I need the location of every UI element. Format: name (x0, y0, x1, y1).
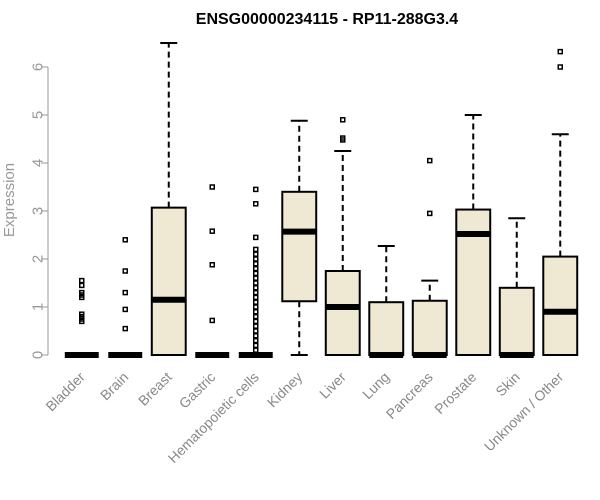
outlier-point (253, 186, 259, 193)
y-tick-label: 6 (30, 63, 47, 71)
outlier-point (253, 309, 259, 315)
outlier-point (557, 48, 563, 55)
outlier-point (427, 157, 433, 164)
x-tick-label: Bladder (42, 369, 88, 415)
y-tick-label: 1 (30, 303, 47, 311)
y-axis-label: Expression (1, 163, 18, 237)
outlier-point (253, 342, 259, 349)
outlier-point (209, 262, 215, 268)
outlier-point (253, 337, 259, 344)
outlier-point (253, 265, 259, 272)
box-group (150, 42, 187, 356)
outlier-point (253, 201, 259, 207)
outlier-point (253, 285, 259, 291)
x-tick-label: Skin (492, 369, 523, 400)
box-group (498, 217, 535, 358)
box-group (455, 114, 492, 356)
outlier-point (79, 282, 85, 289)
outlier-point (122, 306, 128, 313)
outlier-point (253, 251, 259, 257)
outlier-point (253, 256, 259, 262)
outlier-point (79, 277, 85, 284)
box (368, 301, 405, 357)
box-group (195, 184, 230, 358)
outlier-point (253, 234, 259, 241)
plot-area (64, 42, 579, 358)
outlier-point (253, 333, 259, 339)
box-group (238, 186, 273, 358)
y-tick-label: 3 (30, 207, 47, 215)
outlier-point (209, 317, 215, 324)
y-tick-label: 5 (30, 111, 47, 119)
outlier-point (79, 289, 85, 296)
outlier-point (209, 184, 215, 190)
box (281, 190, 318, 303)
chart-title: ENSG00000234115 - RP11-288G3.4 (196, 11, 459, 28)
box-group (411, 157, 448, 358)
outlier-point (253, 318, 259, 325)
x-tick-label: Unknown / Other (481, 369, 567, 455)
y-tick-label: 0 (30, 351, 47, 359)
outlier-point (253, 294, 259, 301)
box (150, 206, 187, 356)
box (498, 286, 535, 356)
box-group (281, 119, 318, 356)
box (324, 270, 361, 356)
outlier-point (427, 210, 433, 217)
outlier-point (253, 275, 259, 281)
outlier-point (253, 328, 259, 334)
y-axis: 0 1 2 3 4 5 6 (30, 63, 49, 359)
outlier-point (122, 325, 128, 332)
outlier-point (253, 299, 259, 305)
y-tick-label: 2 (30, 255, 47, 263)
outlier-point (253, 289, 259, 296)
outlier-point (340, 135, 346, 141)
box-group (542, 48, 579, 357)
x-tick-label: Kidney (264, 369, 306, 411)
outlier-point (340, 117, 346, 123)
box (542, 255, 579, 357)
x-tick-label: Gastric (176, 369, 219, 412)
outlier-point (122, 268, 128, 274)
outlier-point (253, 246, 259, 253)
outlier-point (253, 270, 259, 277)
x-tick-label: Prostate (431, 369, 479, 417)
x-tick-label: Breast (135, 369, 175, 409)
y-tick-label: 4 (30, 159, 47, 167)
outlier-point (557, 64, 563, 70)
box-group (108, 237, 143, 358)
box-group (324, 117, 361, 356)
outlier-point (253, 280, 259, 286)
outlier-point (209, 228, 215, 234)
outlier-point (79, 311, 85, 317)
outlier-point (253, 323, 259, 329)
outlier-point (122, 289, 128, 296)
outlier-point (122, 237, 128, 243)
x-tick-label: Lung (359, 369, 392, 402)
outlier-point (253, 313, 259, 320)
box-group (64, 277, 99, 358)
outlier-point (253, 261, 259, 267)
box (411, 299, 448, 357)
outlier-point (253, 347, 259, 353)
box-group (368, 245, 405, 358)
x-tick-label: Pancreas (383, 369, 436, 422)
x-tick-label: Liver (316, 369, 349, 402)
x-tick-label: Brain (97, 369, 131, 403)
outlier-point (253, 304, 259, 310)
